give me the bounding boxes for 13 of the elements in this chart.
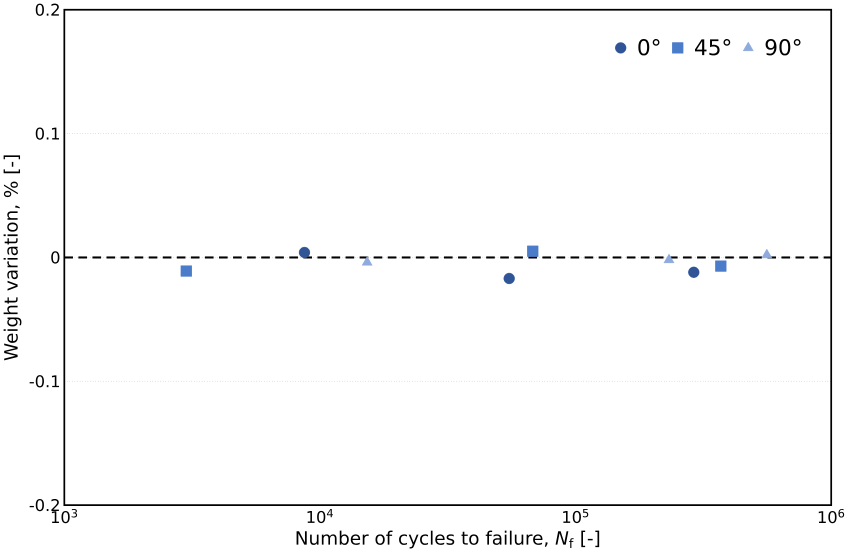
- legend-label: 45°: [695, 39, 730, 56]
- x-axis-title: Number of cycles to failure, N$_{f}$ [-]: [296, 530, 600, 548]
- x-tick-label: 10$^{4}$: [308, 508, 333, 524]
- y-tick-label: 0: [51, 251, 60, 264]
- x-tick-label: 10$^{5}$: [563, 508, 588, 524]
- y-tick-label: 0.1: [36, 127, 59, 140]
- y-axis-title: Weight variation, % [-]: [4, 155, 22, 360]
- y-tick-label: -0.1: [30, 375, 60, 388]
- y-tick-label: 0.2: [36, 4, 59, 16]
- legend-label: 90°: [766, 39, 800, 56]
- x-tick-label: 10$^{6}$: [818, 508, 844, 524]
- legend-label: 0°: [638, 39, 660, 56]
- y-tick-label: -0.2: [30, 498, 59, 512]
